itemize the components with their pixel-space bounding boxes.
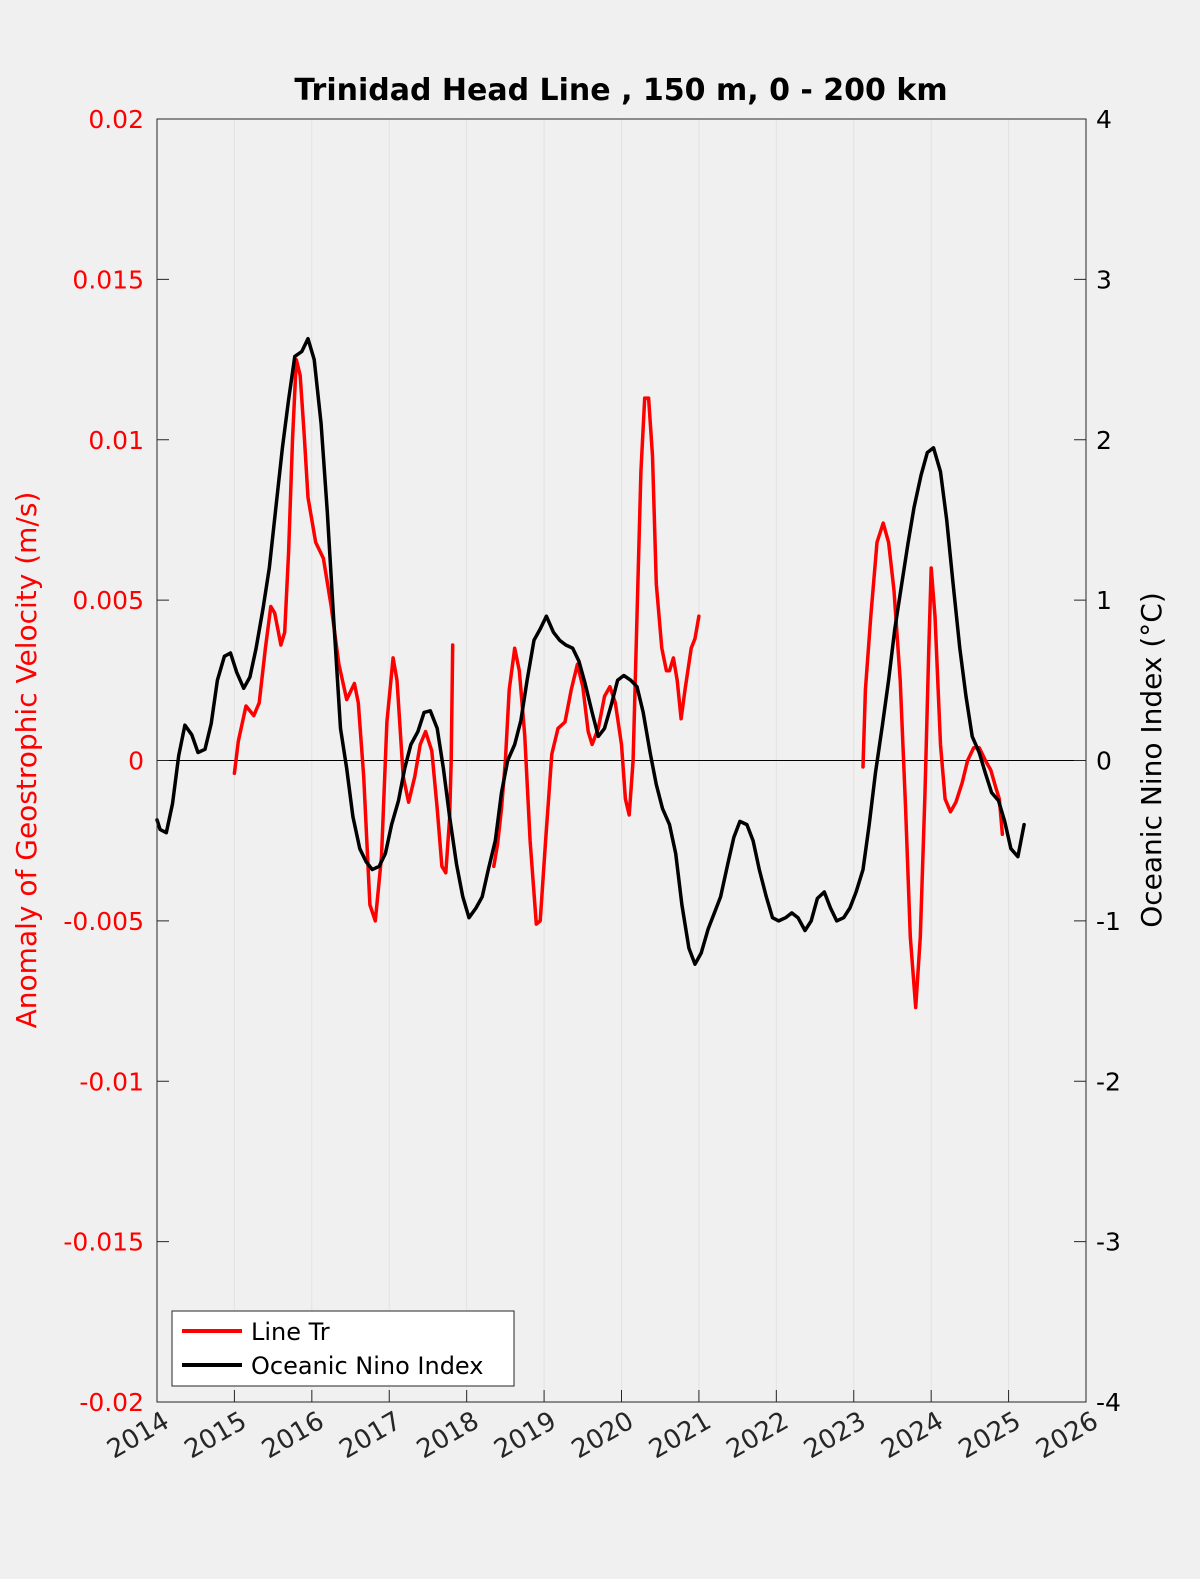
left-axis-label: Anomaly of Geostrophic Velocity (m/s) bbox=[10, 492, 43, 1029]
x-tick-label: 2020 bbox=[567, 1406, 639, 1465]
legend-label-oni: Oceanic Nino Index bbox=[251, 1352, 483, 1380]
right-tick-label: 4 bbox=[1096, 105, 1112, 134]
x-tick-label: 2023 bbox=[799, 1406, 871, 1465]
series-lines bbox=[155, 336, 1026, 1010]
chart-title: Trinidad Head Line , 150 m, 0 - 200 km bbox=[294, 73, 947, 108]
legend-label-line-tr: Line Tr bbox=[251, 1318, 330, 1346]
left-tick-label: 0.005 bbox=[72, 586, 144, 615]
legend-box bbox=[171, 1310, 515, 1387]
left-axis-ticks: 0.02 0.015 0.01 0.005 0 -0.005 -0.01 -0.015 -0.0… bbox=[63, 105, 169, 1417]
right-tick-label: 0 bbox=[1096, 747, 1112, 776]
oni-series-line-0 bbox=[155, 336, 1026, 966]
x-tick-label: 2024 bbox=[876, 1406, 948, 1465]
left-tick-label: -0.02 bbox=[79, 1388, 144, 1417]
x-tick-label: 2016 bbox=[257, 1406, 329, 1465]
x-tick-label: 2019 bbox=[489, 1406, 561, 1465]
right-tick-label: 1 bbox=[1096, 586, 1112, 615]
left-tick-label: 0.015 bbox=[72, 265, 144, 294]
right-tick-label: -4 bbox=[1096, 1388, 1121, 1417]
x-tick-label: 2017 bbox=[334, 1406, 406, 1465]
right-tick-label: 2 bbox=[1096, 426, 1112, 455]
left-tick-label: -0.015 bbox=[63, 1228, 144, 1257]
right-tick-label: -2 bbox=[1096, 1067, 1121, 1096]
legend: Line Tr Oceanic Nino Index bbox=[171, 1310, 515, 1387]
left-tick-label: -0.005 bbox=[63, 907, 144, 936]
x-tick-label: 2022 bbox=[722, 1406, 794, 1465]
x-tick-label: 2026 bbox=[1031, 1406, 1103, 1465]
left-tick-label: 0.01 bbox=[88, 426, 144, 455]
right-axis-ticks: 4 3 2 1 0 -1 -2 -3 -4 bbox=[1074, 105, 1121, 1417]
left-tick-label: 0.02 bbox=[88, 105, 144, 134]
line-tr-series-line-0 bbox=[232, 357, 455, 923]
line-tr-series-line-1 bbox=[492, 396, 701, 926]
x-tick-label: 2018 bbox=[412, 1406, 484, 1465]
right-tick-label: -1 bbox=[1096, 907, 1121, 936]
x-tick-label: 2015 bbox=[180, 1406, 252, 1465]
left-tick-label: 0 bbox=[128, 747, 144, 776]
left-tick-label: -0.01 bbox=[79, 1067, 144, 1096]
right-tick-label: -3 bbox=[1096, 1228, 1121, 1257]
x-tick-label: 2021 bbox=[644, 1406, 716, 1465]
x-tick-label: 2025 bbox=[954, 1406, 1026, 1465]
right-tick-label: 3 bbox=[1096, 265, 1112, 294]
right-axis-label: Oceanic Nino Index (°C) bbox=[1135, 592, 1168, 928]
line-tr-series-line-2 bbox=[861, 521, 1005, 1010]
